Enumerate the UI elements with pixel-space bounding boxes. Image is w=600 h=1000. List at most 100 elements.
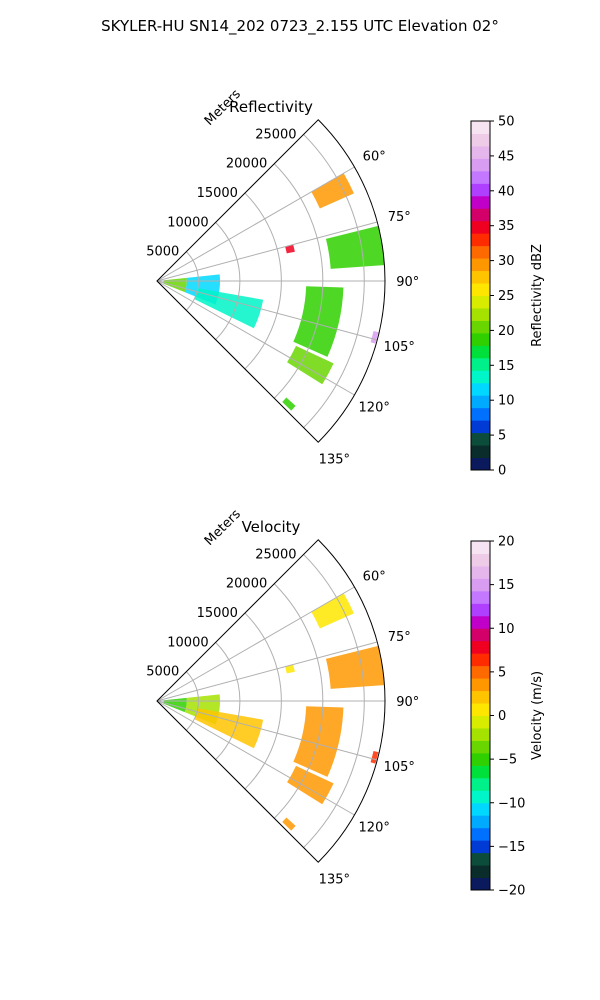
figure-title: SKYLER-HU SN14_202 0723_2.155 UTC Elevat… [101,17,499,36]
colorbar-segment-3 [471,420,490,434]
colorbar-segment-4 [471,827,490,841]
colorbar-segment-13 [471,295,490,309]
colorbar-segment-20 [471,628,490,642]
radial-tick-label-2: 15000 [197,606,238,621]
echo-region-7 [370,750,379,764]
colorbar-segment-15 [471,690,490,704]
echo-region-2 [194,708,264,749]
colorbar-label: Velocity (m/s) [530,671,545,760]
echo-region-2 [194,288,264,329]
colorbar-segment-17 [471,665,490,679]
colorbar: −20 −15 −10 −5 0 5 10 15 20 Velocity (m/s) [470,535,545,899]
colorbar-segment-23 [471,170,490,184]
colorbar-segment-4 [471,407,490,421]
colorbar-segment-21 [471,615,490,629]
azimuth-tick-label-1: 75° [388,210,411,225]
colorbar-label: Reflectivity dBZ [530,244,545,347]
colorbar-segment-6 [471,382,490,396]
echo-region-9 [285,664,295,674]
radial-tick-label-0: 5000 [146,245,179,260]
azimuth-spoke-4 [156,700,355,816]
azimuth-spoke-3 [156,700,378,761]
colorbar-segment-11 [471,740,490,754]
azimuth-spoke-0 [156,166,355,282]
echo-region-9 [285,244,295,254]
azimuth-tick-label-0: 60° [363,570,386,585]
colorbar-segment-25 [471,565,490,579]
colorbar-segment-20 [471,208,490,222]
colorbar-segment-26 [471,133,490,147]
radial-tick-label-3: 20000 [226,157,267,172]
colorbar-segment-17 [471,245,490,259]
colorbar-segment-21 [471,195,490,209]
colorbar-segment-3 [471,840,490,854]
colorbar-tick-label-6: 30 [498,254,515,269]
colorbar-segment-27 [471,541,490,554]
colorbar-tick-label-9: 45 [498,149,515,164]
echo-region-8 [282,817,296,831]
colorbar-segment-24 [471,158,490,172]
colorbar-segment-2 [471,852,490,866]
colorbar-segment-22 [471,183,490,197]
radial-tick-label-4: 25000 [255,547,296,562]
radial-tick-label-2: 15000 [197,186,238,201]
radial-tick-label-0: 5000 [146,665,179,680]
echo-region-4 [325,645,385,689]
echo-region-6 [287,345,334,385]
colorbar-tick-label-4: 20 [498,324,515,339]
echo-region-4 [325,225,385,269]
azimuth-tick-label-4: 120° [359,820,390,835]
colorbar-segment-12 [471,727,490,741]
colorbar-segment-9 [471,765,490,779]
colorbar-tick-label-0: −20 [498,884,525,899]
colorbar-segment-7 [471,370,490,384]
radial-tick-label-4: 25000 [255,127,296,142]
colorbar-segment-0 [471,457,490,471]
colorbar-tick-label-8: 40 [498,184,515,199]
colorbar-segment-14 [471,283,490,296]
colorbar-segment-7 [471,790,490,804]
colorbar-segment-16 [471,678,490,692]
radial-tick-label-1: 10000 [167,635,208,650]
colorbar-segment-6 [471,802,490,816]
reflectivity-panel: 500010000150002000025000Meters60°75°90°1… [146,87,545,479]
colorbar-tick-label-2: −10 [498,796,525,811]
colorbar-segment-18 [471,653,490,667]
panel-title: Velocity [242,518,301,536]
colorbar-tick-label-0: 0 [498,464,506,479]
colorbar-segment-8 [471,357,490,371]
azimuth-tick-label-5: 135° [319,452,350,467]
azimuth-tick-label-4: 120° [359,400,390,415]
echo-region-3 [311,173,354,209]
radial-axis-label: Meters [202,507,244,549]
colorbar-segment-5 [471,815,490,829]
sector-frame [156,539,386,863]
colorbar-segment-13 [471,715,490,729]
colorbar-segment-9 [471,345,490,359]
colorbar-tick-label-1: 5 [498,429,506,444]
azimuth-spoke-0 [156,586,355,702]
colorbar-segment-16 [471,258,490,272]
colorbar-segment-15 [471,270,490,284]
azimuth-tick-label-3: 105° [384,760,415,775]
colorbar-segment-22 [471,603,490,617]
colorbar-tick-label-10: 50 [498,115,515,130]
colorbar-segment-10 [471,332,490,346]
echo-layer [163,593,385,831]
azimuth-tick-label-0: 60° [363,150,386,165]
colorbar-segment-19 [471,220,490,234]
azimuth-spoke-1 [156,641,378,702]
colorbar-segment-23 [471,590,490,604]
echo-region-6 [287,765,334,805]
radial-tick-label-1: 10000 [167,215,208,230]
radial-tick-label-3: 20000 [226,577,267,592]
colorbar-segment-1 [471,865,490,879]
azimuth-spoke-1 [156,221,378,282]
colorbar-segment-26 [471,553,490,567]
colorbar-segment-18 [471,233,490,247]
colorbar-segment-25 [471,145,490,159]
colorbar-tick-label-8: 20 [498,535,515,550]
echo-region-3 [311,593,354,629]
azimuth-tick-label-1: 75° [388,630,411,645]
